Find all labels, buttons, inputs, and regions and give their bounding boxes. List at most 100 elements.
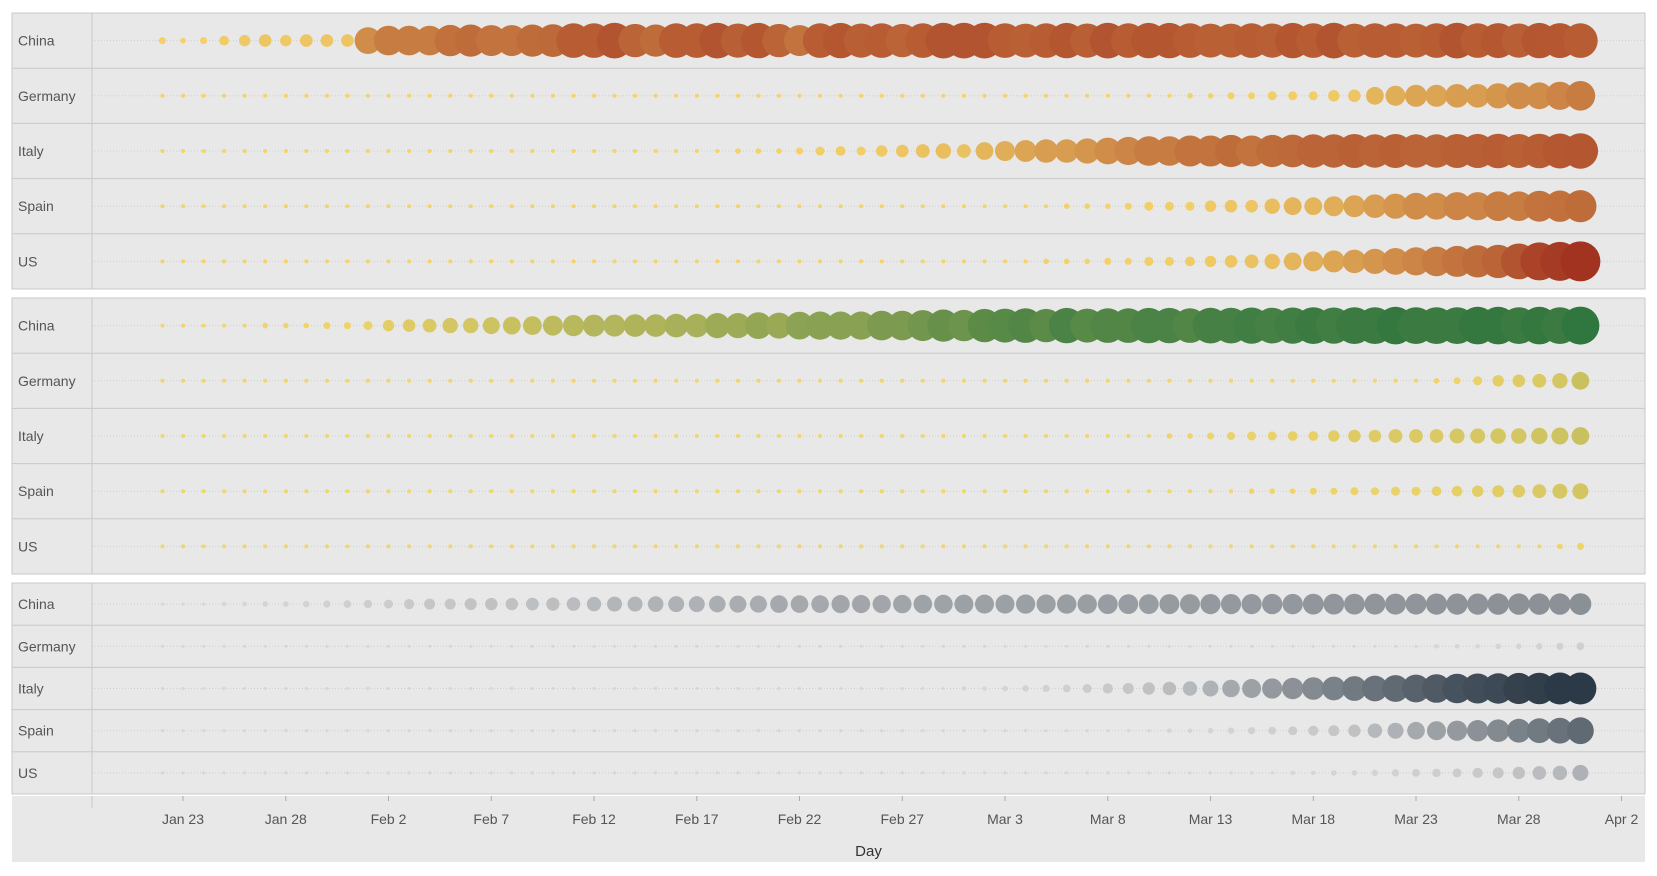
data-point — [1492, 375, 1504, 387]
data-point — [201, 378, 206, 383]
row-label-italy: Italy — [18, 681, 44, 697]
data-point — [341, 34, 354, 47]
data-point — [386, 686, 391, 691]
data-point — [735, 204, 740, 209]
data-point — [366, 686, 370, 691]
data-point — [1188, 489, 1192, 494]
data-point — [386, 729, 391, 733]
data-point — [384, 599, 393, 609]
data-point — [530, 259, 535, 264]
data-point — [325, 686, 329, 691]
data-point — [242, 204, 247, 209]
data-point — [653, 544, 658, 549]
data-point — [304, 771, 308, 775]
data-point — [551, 686, 555, 691]
data-point — [941, 729, 946, 733]
data-point — [242, 323, 247, 328]
data-point — [818, 434, 823, 438]
data-point — [463, 317, 479, 334]
data-point — [900, 204, 905, 209]
data-point — [872, 595, 891, 614]
data-point — [304, 434, 309, 438]
data-point — [1331, 378, 1336, 383]
data-point — [893, 594, 912, 614]
data-point — [283, 601, 289, 607]
data-point — [489, 686, 493, 691]
data-point — [284, 686, 288, 691]
data-point — [345, 434, 350, 438]
data-point — [1126, 93, 1131, 98]
data-point — [1229, 544, 1233, 549]
data-point — [1249, 378, 1254, 383]
data-point — [1024, 644, 1028, 648]
data-point — [386, 771, 391, 775]
data-point — [1572, 764, 1589, 781]
data-point — [859, 489, 864, 494]
data-point — [961, 489, 966, 494]
data-point — [482, 317, 500, 335]
data-point — [1224, 199, 1238, 213]
data-point — [982, 434, 987, 438]
data-point — [1003, 644, 1007, 648]
data-point — [1188, 771, 1192, 775]
data-point — [427, 204, 432, 209]
data-point — [921, 686, 925, 691]
data-point — [1423, 192, 1450, 220]
data-point — [1085, 729, 1089, 733]
data-point — [300, 34, 313, 47]
data-point — [915, 144, 930, 158]
data-point — [736, 644, 740, 648]
data-point — [1511, 428, 1527, 444]
data-point — [1569, 593, 1592, 615]
data-point — [694, 149, 699, 153]
data-point — [386, 204, 391, 209]
data-point — [1427, 721, 1446, 741]
data-point — [448, 378, 453, 383]
data-point — [354, 27, 382, 54]
data-point — [181, 93, 185, 98]
data-point — [530, 686, 535, 691]
data-point — [304, 378, 309, 383]
data-point — [1366, 86, 1384, 105]
data-point — [1024, 729, 1028, 733]
data-point — [1126, 544, 1131, 549]
data-point — [489, 204, 494, 209]
data-point — [1414, 644, 1418, 648]
data-point — [612, 434, 617, 438]
data-point — [427, 544, 432, 549]
data-point — [725, 313, 751, 339]
data-point — [489, 434, 494, 438]
data-point — [797, 259, 802, 264]
data-point — [715, 729, 719, 733]
data-point — [1465, 84, 1490, 108]
data-point — [797, 378, 802, 383]
data-point — [468, 149, 473, 153]
data-point — [607, 596, 622, 612]
data-point — [489, 489, 494, 494]
data-point — [1105, 489, 1110, 494]
data-point — [201, 489, 206, 494]
data-point — [1044, 644, 1048, 648]
data-point — [468, 434, 473, 438]
data-point — [530, 378, 535, 383]
data-point — [222, 771, 226, 775]
data-point — [1106, 644, 1110, 648]
data-point — [242, 149, 247, 153]
data-point — [859, 729, 863, 733]
data-point — [542, 315, 563, 336]
data-point — [448, 771, 452, 775]
data-point — [243, 771, 247, 775]
data-point — [982, 93, 987, 98]
data-point — [1552, 483, 1568, 499]
data-point — [386, 259, 391, 264]
data-point — [571, 489, 576, 494]
data-point — [343, 600, 352, 608]
data-point — [407, 489, 412, 494]
data-point — [612, 149, 617, 153]
data-point — [1328, 90, 1340, 102]
data-point — [1352, 644, 1356, 648]
data-point — [366, 544, 370, 549]
data-point — [1204, 200, 1217, 212]
data-point — [202, 729, 206, 733]
data-point — [202, 602, 206, 606]
